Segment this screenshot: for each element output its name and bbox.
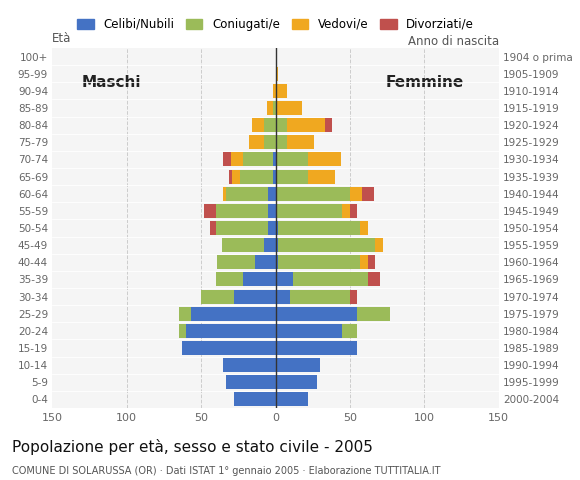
Bar: [273, 101, 275, 115]
Bar: [267, 101, 273, 115]
Bar: [268, 204, 276, 218]
Bar: [222, 238, 263, 252]
Legend: Celibi/Nubili, Coniugati/e, Vedovi/e, Divorziati/e: Celibi/Nubili, Coniugati/e, Vedovi/e, Di…: [77, 18, 474, 31]
Bar: [276, 341, 357, 355]
Bar: [368, 255, 375, 269]
Text: COMUNE DI SOLARUSSA (OR) · Dati ISTAT 1° gennaio 2005 · Elaborazione TUTTITALIA.: COMUNE DI SOLARUSSA (OR) · Dati ISTAT 1°…: [12, 466, 440, 476]
Bar: [293, 273, 368, 287]
Bar: [276, 187, 350, 201]
Bar: [268, 187, 276, 201]
Bar: [362, 187, 374, 201]
Bar: [360, 221, 368, 235]
Bar: [368, 273, 380, 287]
Text: Maschi: Maschi: [82, 75, 142, 90]
Bar: [288, 118, 325, 132]
Bar: [276, 375, 317, 389]
Bar: [210, 221, 216, 235]
Bar: [204, 204, 216, 218]
Bar: [325, 118, 332, 132]
Bar: [231, 153, 243, 167]
Bar: [375, 238, 383, 252]
Bar: [243, 273, 276, 287]
Bar: [223, 187, 226, 201]
Bar: [288, 135, 314, 149]
Bar: [226, 187, 268, 201]
Bar: [350, 204, 357, 218]
Bar: [218, 255, 255, 269]
Bar: [276, 153, 308, 167]
Bar: [276, 204, 342, 218]
Bar: [291, 289, 350, 304]
Text: Età: Età: [52, 32, 71, 45]
Bar: [350, 187, 362, 201]
Bar: [278, 255, 360, 269]
Bar: [273, 84, 275, 98]
Bar: [342, 204, 350, 218]
Bar: [276, 289, 291, 304]
Bar: [263, 135, 276, 149]
Bar: [308, 153, 341, 167]
Bar: [357, 307, 390, 321]
Bar: [273, 153, 275, 167]
Bar: [191, 307, 276, 321]
Bar: [223, 358, 276, 372]
Bar: [276, 273, 293, 287]
Text: Femmine: Femmine: [385, 75, 463, 90]
Bar: [243, 153, 273, 167]
Bar: [229, 169, 233, 184]
Bar: [249, 135, 263, 149]
Bar: [276, 221, 278, 235]
Bar: [216, 221, 268, 235]
Bar: [179, 307, 191, 321]
Bar: [276, 135, 288, 149]
Bar: [350, 289, 357, 304]
Bar: [278, 238, 375, 252]
Bar: [276, 169, 308, 184]
Bar: [263, 238, 276, 252]
Bar: [273, 169, 275, 184]
Bar: [276, 324, 342, 338]
Bar: [276, 84, 288, 98]
Bar: [186, 324, 276, 338]
Bar: [216, 273, 243, 287]
Bar: [240, 169, 273, 184]
Bar: [276, 101, 302, 115]
Bar: [276, 67, 278, 81]
Text: Popolazione per età, sesso e stato civile - 2005: Popolazione per età, sesso e stato civil…: [12, 439, 372, 455]
Bar: [201, 289, 234, 304]
Bar: [226, 375, 276, 389]
Bar: [268, 221, 276, 235]
Bar: [276, 238, 278, 252]
Bar: [342, 324, 357, 338]
Bar: [278, 221, 360, 235]
Bar: [360, 255, 368, 269]
Bar: [276, 118, 288, 132]
Bar: [276, 307, 357, 321]
Bar: [223, 153, 231, 167]
Bar: [308, 169, 335, 184]
Bar: [276, 393, 308, 407]
Bar: [234, 289, 276, 304]
Bar: [216, 204, 268, 218]
Bar: [252, 118, 263, 132]
Bar: [255, 255, 276, 269]
Text: Anno di nascita: Anno di nascita: [408, 35, 499, 48]
Bar: [179, 324, 186, 338]
Bar: [276, 255, 278, 269]
Bar: [234, 393, 276, 407]
Bar: [276, 358, 320, 372]
Bar: [182, 341, 276, 355]
Bar: [263, 118, 276, 132]
Bar: [233, 169, 240, 184]
